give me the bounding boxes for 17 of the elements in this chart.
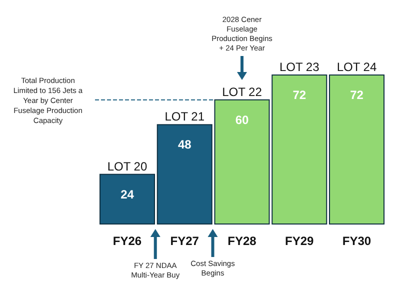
annotation: LOT 20 [107, 159, 148, 174]
x-tick-label: FY27 [170, 234, 200, 248]
annotation: LOT 23 [279, 60, 320, 74]
x-tick-label: FY29 [285, 234, 314, 248]
data-label: 72 [350, 88, 364, 102]
x-tick-label: FY28 [228, 234, 257, 248]
data-label: 72 [292, 88, 306, 102]
data-label: 60 [235, 112, 249, 127]
bar [328, 74, 384, 224]
annotation: LOT 21 [164, 110, 205, 124]
bar [100, 174, 156, 224]
data-label: 24 [120, 187, 134, 202]
data-label: 48 [178, 138, 192, 152]
annotation: LOT 24 [336, 60, 377, 74]
x-tick-label: FY30 [342, 234, 372, 248]
x-tick-label: FY26 [112, 234, 142, 248]
annotation: LOT 22 [222, 84, 262, 99]
